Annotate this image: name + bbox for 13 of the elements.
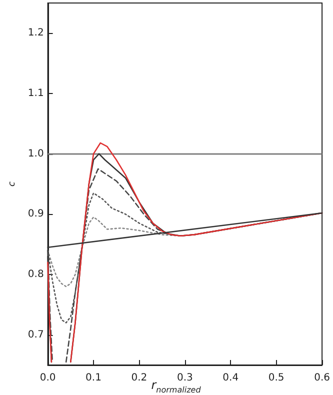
y-tick-label: 0.9 (28, 208, 44, 220)
y-tick-label: 0.7 (28, 329, 44, 340)
y-axis-title: c (8, 181, 18, 186)
x-tick-label: 0.5 (268, 372, 284, 384)
y-tick-label: 1.2 (28, 28, 44, 39)
y-tick-label: 1.0 (28, 148, 44, 160)
x-tick-label: 0.4 (222, 372, 239, 384)
x-tick-label: 0.1 (86, 372, 102, 384)
x-tick-label: 0.0 (40, 372, 56, 384)
y-tick-label: 1.1 (28, 88, 44, 99)
x-tick-label: 0.2 (131, 372, 148, 384)
x-tick-label: 0.6 (314, 372, 330, 384)
y-tick-label: 0.8 (28, 269, 44, 280)
